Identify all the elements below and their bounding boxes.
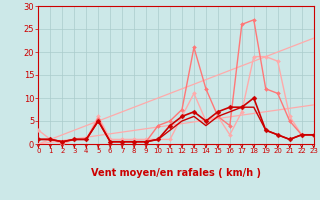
X-axis label: Vent moyen/en rafales ( km/h ): Vent moyen/en rafales ( km/h ): [91, 168, 261, 178]
